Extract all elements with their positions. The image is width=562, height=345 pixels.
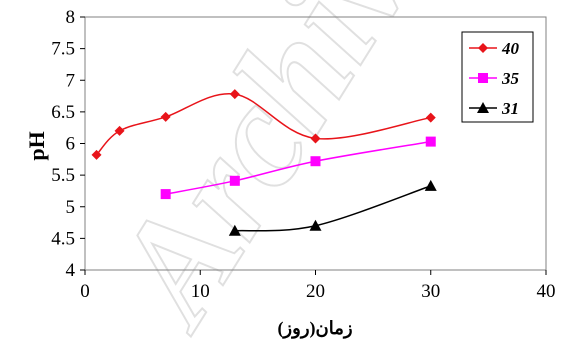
data-point	[310, 133, 321, 144]
legend-box	[461, 31, 534, 123]
data-point	[425, 136, 436, 147]
series-layer	[91, 89, 437, 236]
watermark: Archive	[77, 0, 480, 345]
y-axis-title: pH	[24, 131, 49, 160]
data-point	[91, 149, 102, 160]
legend-label: 40	[501, 39, 520, 58]
data-point	[310, 156, 321, 167]
data-point	[114, 125, 125, 136]
y-tick-label: 4	[66, 260, 76, 281]
y-tick-label: 7	[66, 70, 76, 91]
y-tick-label: 8	[66, 7, 76, 28]
data-point	[425, 112, 436, 123]
y-axis: 4 4.5 5 5.5 6 6.5 7 7.5 8	[51, 7, 85, 281]
x-axis-title: زمان(روز)	[277, 318, 352, 339]
legend-label: 31	[501, 99, 519, 118]
data-point	[160, 111, 171, 122]
x-tick-label: 40	[537, 281, 556, 302]
x-tick-label: 30	[421, 281, 440, 302]
legend-marker	[478, 43, 488, 53]
series-line	[165, 140, 431, 195]
x-tick-label: 10	[191, 281, 210, 302]
x-axis: 0 10 20 30 40	[80, 270, 556, 302]
data-point	[229, 89, 240, 100]
series-31	[228, 179, 437, 236]
legend-marker	[478, 73, 488, 83]
x-tick-label: 0	[80, 281, 90, 302]
data-point	[229, 175, 240, 186]
legend-label: 35	[501, 69, 520, 88]
legend-marker	[477, 102, 489, 113]
y-tick-label: 4.5	[51, 228, 75, 249]
x-tick-label: 20	[306, 281, 325, 302]
legend-item: 40	[469, 39, 520, 58]
data-point	[309, 219, 322, 231]
y-tick-label: 6.5	[51, 102, 75, 123]
data-point	[160, 189, 171, 200]
y-tick-label: 5	[66, 197, 76, 218]
legend-item: 35	[469, 69, 520, 88]
y-tick-label: 5.5	[51, 165, 75, 186]
watermark-text: Archive	[78, 0, 479, 345]
data-point	[228, 224, 241, 236]
series-40	[91, 89, 436, 160]
y-tick-label: 6	[66, 134, 76, 155]
legend-item: 31	[469, 99, 519, 118]
series-35	[160, 136, 436, 200]
legend: 40 35 31	[461, 31, 534, 123]
y-tick-label: 7.5	[51, 39, 75, 60]
data-point	[424, 179, 437, 191]
